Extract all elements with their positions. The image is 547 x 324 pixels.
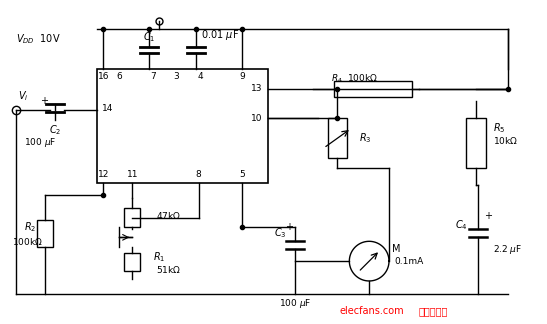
Bar bbox=[96, 69, 268, 183]
Text: $R_4$  100k$\Omega$: $R_4$ 100k$\Omega$ bbox=[331, 73, 378, 85]
Text: $C_1$: $C_1$ bbox=[143, 30, 155, 44]
Text: $V_i$: $V_i$ bbox=[18, 90, 29, 103]
Text: $C_4$: $C_4$ bbox=[455, 219, 468, 232]
Text: 3: 3 bbox=[173, 72, 179, 81]
Text: 100 $\mu$F: 100 $\mu$F bbox=[24, 136, 56, 149]
Text: $C_2$: $C_2$ bbox=[49, 123, 61, 137]
Text: 47k$\Omega$: 47k$\Omega$ bbox=[156, 210, 181, 221]
Text: 13: 13 bbox=[252, 84, 263, 93]
Text: $C_3$: $C_3$ bbox=[274, 226, 286, 240]
Text: +: + bbox=[484, 211, 492, 221]
Text: 14: 14 bbox=[102, 104, 113, 113]
Text: $V_{DD}$  10V: $V_{DD}$ 10V bbox=[16, 32, 61, 46]
Text: +: + bbox=[285, 223, 293, 232]
Text: 11: 11 bbox=[126, 170, 138, 179]
Text: $R_3$: $R_3$ bbox=[359, 131, 372, 145]
Bar bbox=[467, 118, 486, 168]
Text: 10k$\Omega$: 10k$\Omega$ bbox=[493, 135, 518, 146]
Bar bbox=[334, 81, 412, 97]
Text: 51k$\Omega$: 51k$\Omega$ bbox=[156, 264, 181, 274]
Text: $R_1$: $R_1$ bbox=[153, 250, 165, 264]
Text: 6: 6 bbox=[117, 72, 122, 81]
Text: 100 $\mu$F: 100 $\mu$F bbox=[278, 297, 311, 310]
Text: 2.2 $\mu$F: 2.2 $\mu$F bbox=[493, 243, 522, 256]
Bar bbox=[124, 208, 140, 227]
Text: elecfans.com: elecfans.com bbox=[340, 306, 404, 316]
Text: 100k$\Omega$: 100k$\Omega$ bbox=[11, 236, 43, 247]
Bar bbox=[124, 253, 140, 271]
Text: 4: 4 bbox=[198, 72, 203, 81]
Text: $R_2$: $R_2$ bbox=[24, 221, 36, 234]
Bar bbox=[328, 118, 347, 158]
Text: 16: 16 bbox=[98, 72, 109, 81]
Text: 8: 8 bbox=[196, 170, 201, 179]
Bar bbox=[37, 219, 53, 247]
Text: 5: 5 bbox=[240, 170, 245, 179]
Text: 12: 12 bbox=[98, 170, 109, 179]
Text: +: + bbox=[40, 96, 48, 106]
Text: 10: 10 bbox=[252, 114, 263, 123]
Text: 电子发烧友: 电子发烧友 bbox=[419, 306, 448, 316]
Text: 9: 9 bbox=[240, 72, 245, 81]
Text: 0.01 $\mu$F: 0.01 $\mu$F bbox=[201, 28, 240, 42]
Text: M: M bbox=[392, 244, 400, 254]
Text: 0.1mA: 0.1mA bbox=[394, 257, 423, 266]
Text: $R_5$: $R_5$ bbox=[493, 122, 505, 135]
Text: 7: 7 bbox=[150, 72, 156, 81]
